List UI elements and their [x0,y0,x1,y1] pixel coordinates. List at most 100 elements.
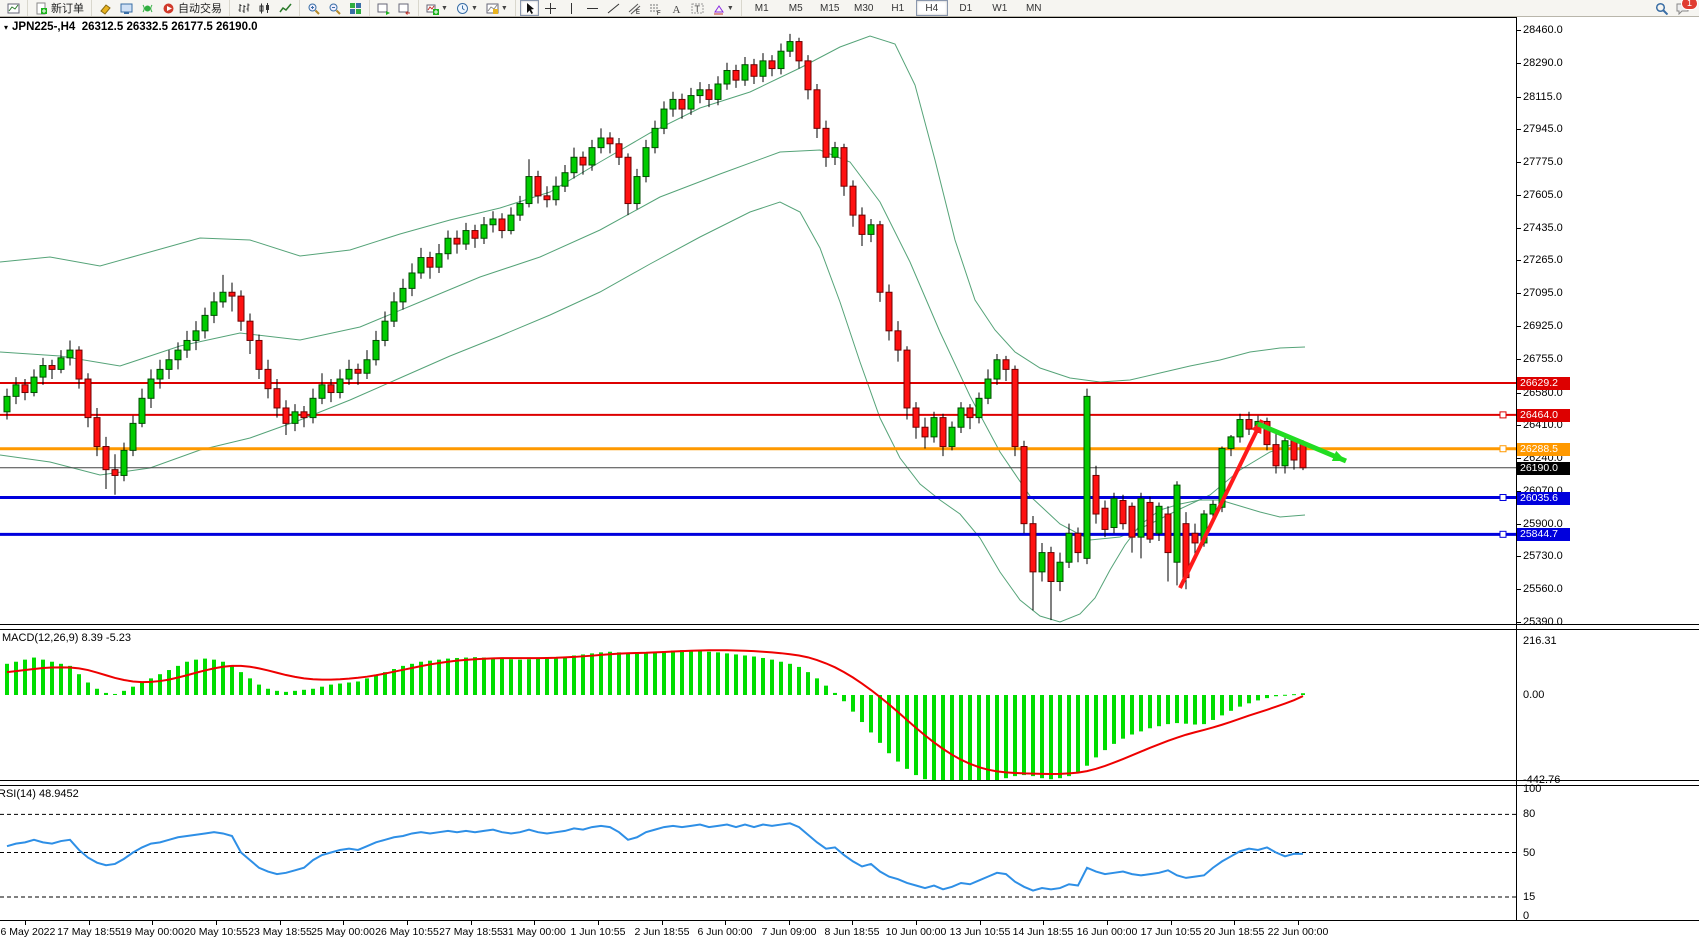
candle [21,384,29,394]
indicators-button[interactable]: ▼ [423,0,451,16]
autotrading-button[interactable]: 自动交易 [159,0,225,16]
eraser-button[interactable] [96,0,115,16]
crosshair-button[interactable] [541,0,560,16]
green-trend-arrow[interactable] [1257,421,1347,464]
timeframe-mn[interactable]: MN [1025,2,1042,14]
rsi-panel[interactable] [0,785,1516,920]
new-order-button[interactable]: 新订单 [32,0,87,16]
text-button[interactable]: A [667,0,686,16]
candlestick-chart-button[interactable] [255,0,274,16]
time-label: 10 Jun 00:00 [885,926,947,938]
candle [1092,474,1100,515]
line-handle[interactable] [1499,494,1507,502]
candle [255,339,263,370]
macd-histogram-bar [923,695,927,780]
zoom-out-button[interactable] [325,0,344,16]
templates-button[interactable]: ▼ [483,0,511,16]
bar-chart-button[interactable] [234,0,253,16]
line-handle[interactable] [1499,530,1507,538]
candle [786,41,794,52]
candle [579,156,587,166]
chart-shift-button[interactable] [395,0,414,16]
timeframe-h1[interactable]: H1 [891,2,905,14]
candle [696,89,704,97]
timeframe-m1[interactable]: M1 [754,2,769,14]
chart-window-icon[interactable] [4,0,23,16]
macd-panel[interactable] [0,629,1516,780]
panel-separator[interactable] [0,624,1699,630]
svg-text:T: T [694,4,700,14]
main-price-chart[interactable] [0,17,1516,624]
macd-histogram-bar [1274,695,1278,697]
macd-histogram-bar [1292,694,1296,696]
candle [651,127,659,149]
timeframe-m5[interactable]: M5 [788,2,803,14]
chat-button[interactable]: 1 [1673,0,1698,16]
price-tick-label: 25390.0 [1523,616,1563,628]
line-handle[interactable] [1499,445,1507,453]
time-tick [343,921,344,925]
terminal-button[interactable] [117,0,136,16]
zoom-in-button[interactable] [304,0,323,16]
auto-scroll-button[interactable] [374,0,393,16]
macd-histogram-bar [1238,695,1242,707]
candle [219,291,227,303]
macd-histogram-bar [194,659,198,695]
line-handle[interactable] [1499,411,1507,419]
macd-histogram-bar [932,695,936,780]
signals-button[interactable] [138,0,157,16]
trendline-button[interactable] [604,0,623,16]
price-tick [1517,393,1521,394]
timeframe-w1[interactable]: W1 [992,2,1008,14]
candle [921,426,929,438]
timeframe-d1[interactable]: D1 [959,2,973,14]
macd-histogram-bar [707,651,711,695]
macd-histogram-bar [878,695,882,743]
macd-scale-label: 216.31 [1523,635,1557,647]
cursor-button[interactable] [519,0,539,16]
macd-histogram-bar [1103,695,1107,751]
macd-histogram-bar [1184,695,1188,724]
macd-histogram-bar [95,688,99,695]
search-button[interactable] [1652,0,1671,16]
price-tick-label: 26410.0 [1523,419,1563,431]
timeframe-m15[interactable]: M15 [820,2,840,14]
macd-histogram-bar [995,695,999,780]
fibonacci-button[interactable]: F [646,0,665,16]
candle [183,339,191,351]
candle [1236,419,1244,438]
horizontal-line-button[interactable] [583,0,602,16]
macd-histogram-bar [1121,695,1125,739]
panel-separator-2[interactable] [0,780,1699,786]
zoom-in-icon [307,2,320,15]
candle [1011,368,1019,448]
candle [318,384,326,399]
line-chart-button[interactable] [276,0,295,16]
candle [327,384,335,394]
text-label-button[interactable]: T [688,0,707,16]
tile-windows-button[interactable] [346,0,365,16]
periods-button[interactable]: ▼ [453,0,481,16]
time-axis[interactable]: 16 May 2022 17 May 18:55 19 May 00:00 20 Ma… [0,921,1516,943]
macd-histogram-bar [914,695,918,776]
macd-histogram-bar [1085,695,1089,766]
vertical-line-button[interactable] [562,0,581,16]
time-label: 13 Jun 10:55 [949,926,1011,938]
price-tick [1517,425,1521,426]
candle [534,176,542,197]
time-tick [1171,921,1172,925]
macd-histogram-bar [572,655,576,695]
equidistant-channel-button[interactable]: E [625,0,644,16]
macd-histogram-bar [635,653,639,695]
timeframe-m30[interactable]: M30 [854,2,874,14]
svg-text:E: E [636,10,640,15]
red-trend-arrow[interactable] [1178,419,1264,589]
crosshair-icon [544,2,557,15]
candle [48,365,56,370]
arrows-shapes-button[interactable]: ▼ [709,0,737,16]
timeframe-h4[interactable]: H4 [915,0,948,16]
candle [660,108,668,129]
price-badge: 26288.5 [1517,443,1570,456]
candle [813,89,821,129]
candle [489,218,497,226]
